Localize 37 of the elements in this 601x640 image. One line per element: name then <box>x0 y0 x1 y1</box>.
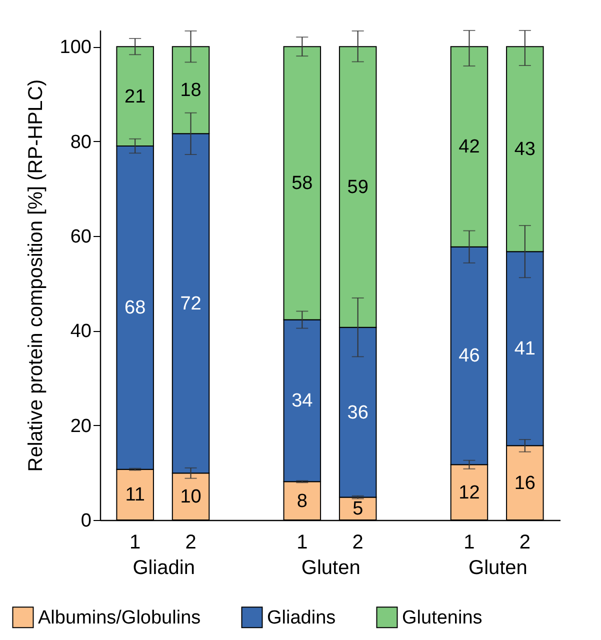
data-label: 58 <box>292 173 313 194</box>
x-tick-label: 1 <box>464 532 475 554</box>
data-label: 41 <box>514 338 536 360</box>
data-label: 21 <box>124 86 146 108</box>
data-label: 46 <box>458 346 480 367</box>
x-tick-label: 2 <box>352 532 364 554</box>
data-label: 5 <box>352 498 364 520</box>
y-tick-label: 100 <box>60 37 92 58</box>
data-label: 12 <box>458 482 480 504</box>
data-label: 34 <box>292 390 314 412</box>
legend-label: Gliadins <box>267 607 336 628</box>
legend-label: Glutenins <box>402 607 482 628</box>
text: Gliadin <box>132 557 195 579</box>
data-label: 16 <box>514 472 536 494</box>
text: Gluten <box>468 557 528 579</box>
x-tick-label: 1 <box>130 532 141 554</box>
data-label: 18 <box>180 80 202 102</box>
data-label: 8 <box>296 490 308 512</box>
text: Gluten <box>301 557 360 579</box>
y-tick-label: 60 <box>70 226 92 248</box>
y-tick-label: 20 <box>70 416 92 437</box>
data-label: 72 <box>180 293 202 314</box>
data-label: 59 <box>347 176 368 198</box>
data-label: 42 <box>458 136 480 158</box>
data-label: 11 <box>125 484 145 506</box>
data-label: 68 <box>124 298 146 319</box>
x-tick-label: 2 <box>519 532 530 554</box>
data-label: 36 <box>347 402 368 424</box>
x-tick-label: 2 <box>185 532 196 554</box>
y-tick-label: 40 <box>70 321 92 342</box>
data-label: 43 <box>514 139 536 160</box>
x-tick-label: 1 <box>296 532 308 554</box>
data-label: 10 <box>180 486 202 508</box>
y-tick-label: 0 <box>80 510 92 532</box>
legend-label: Albumins/Globulins <box>38 607 201 628</box>
y-axis-title: Relative protein composition [%] (RP-HPLC) <box>24 79 47 472</box>
y-tick-label: 80 <box>70 132 92 153</box>
